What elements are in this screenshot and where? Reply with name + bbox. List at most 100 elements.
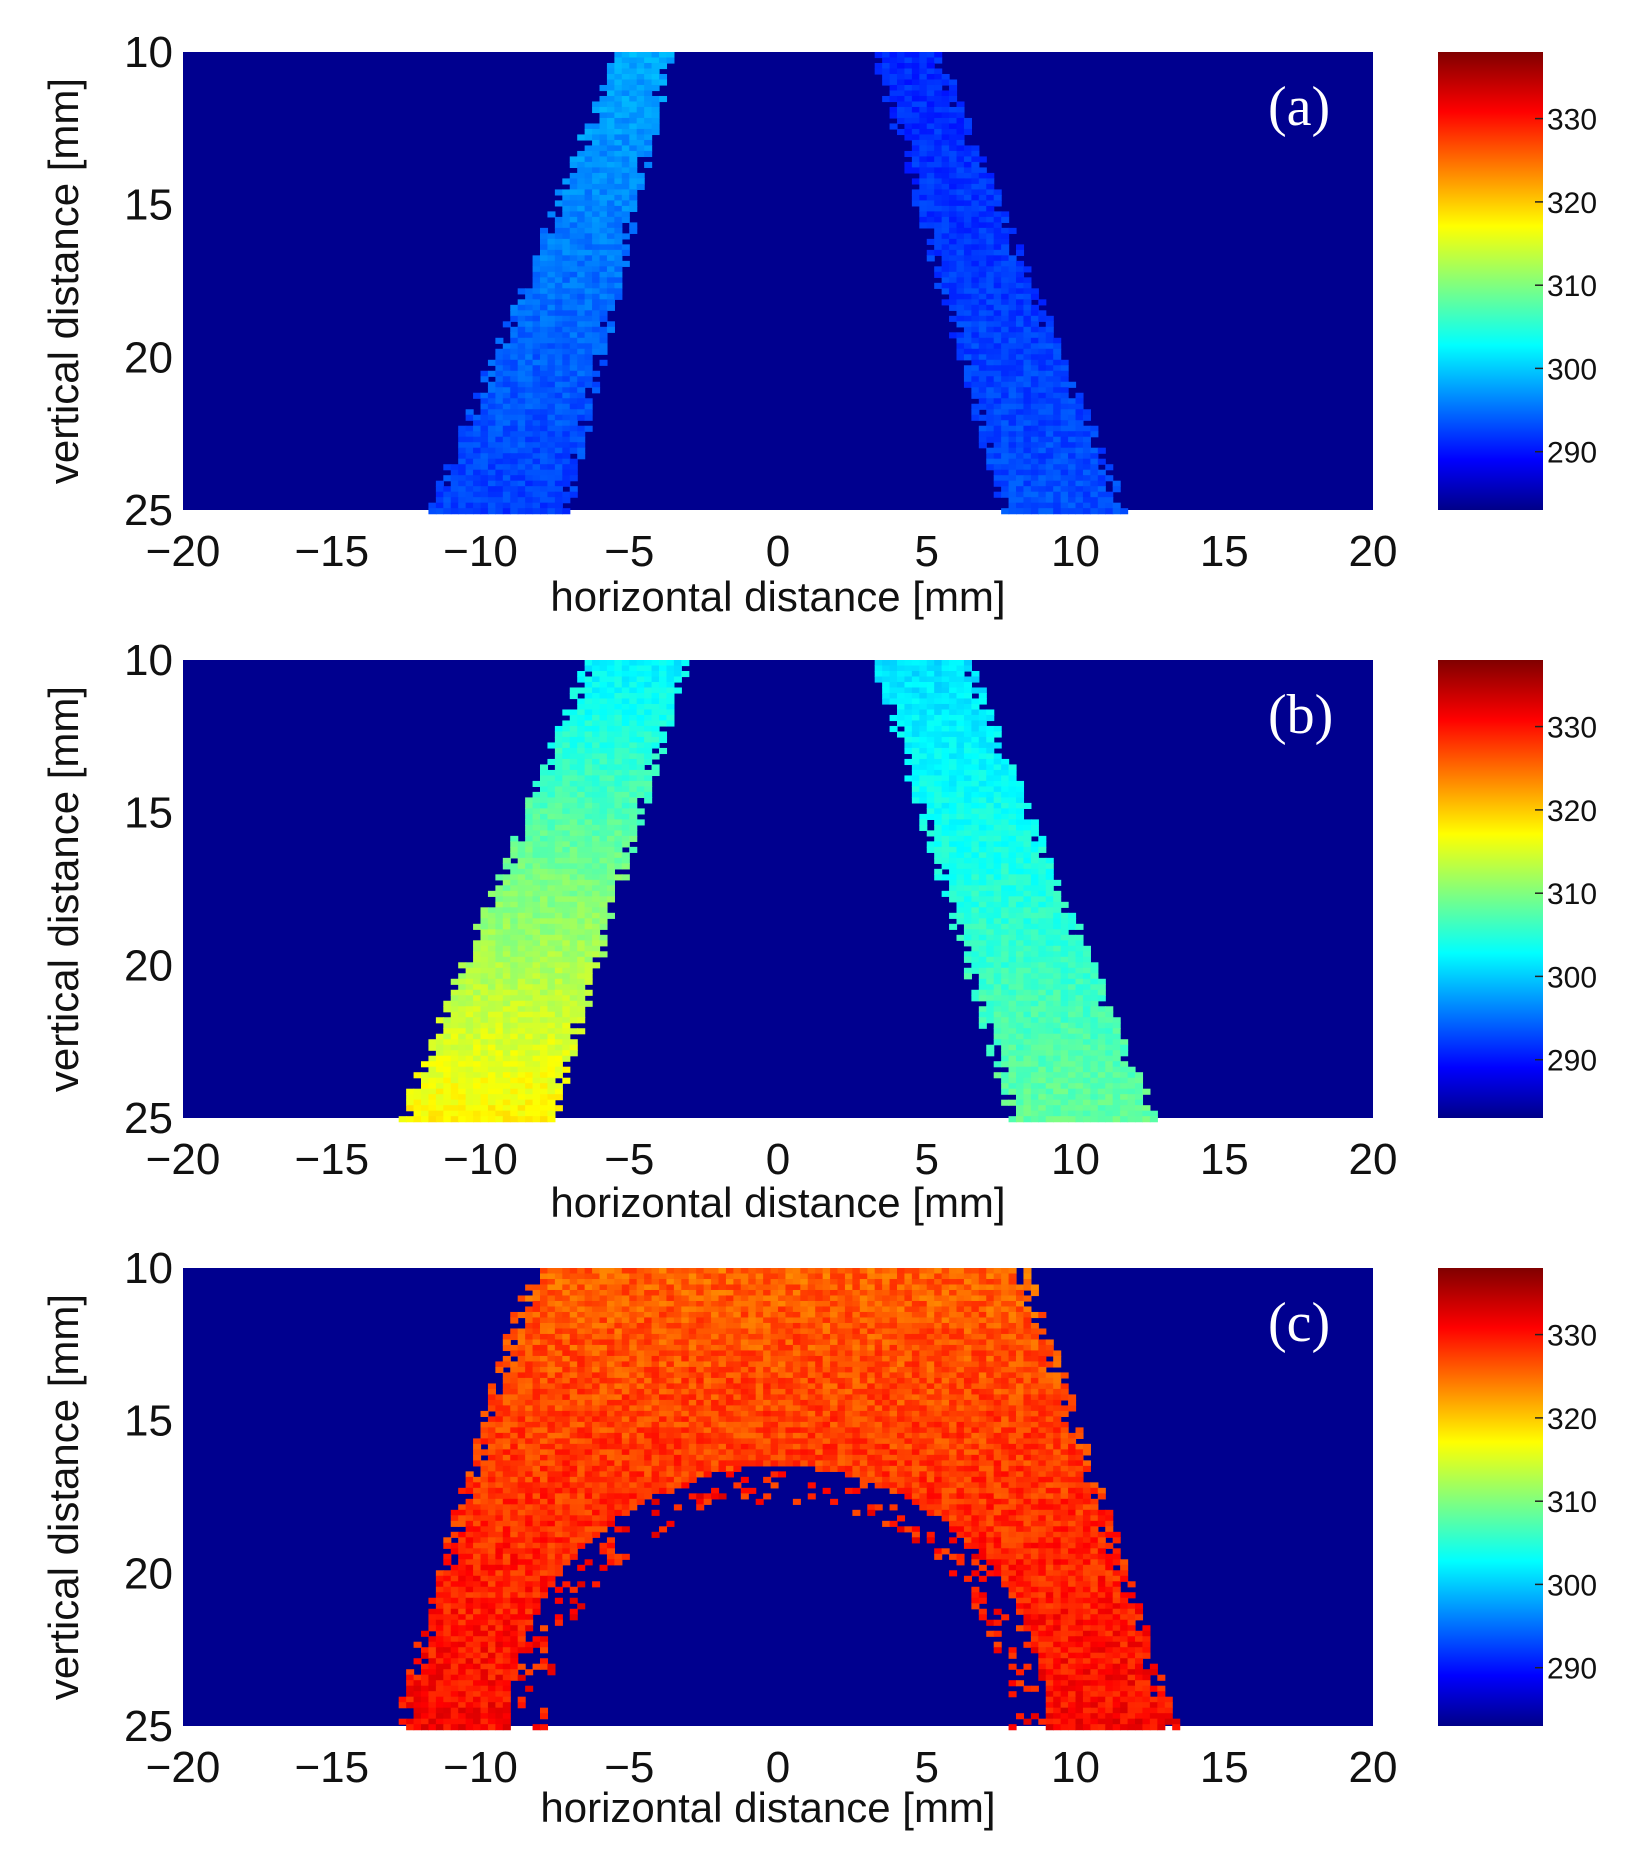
heatmap-cell [584,725,593,733]
heatmap-cell [1016,425,1025,432]
heatmap-cell [480,458,489,465]
heatmap-cell [874,660,883,667]
heatmap-cell [450,497,459,504]
heatmap-cell [554,802,563,809]
heatmap-cell [963,698,972,705]
heatmap-cell [621,68,630,75]
heatmap-cell [926,670,935,678]
heatmap-cell [993,453,1002,460]
heatmap-cell [584,687,593,694]
heatmap-cell [1090,973,1099,980]
heatmap-cell [421,1105,430,1112]
heatmap-cell [599,343,608,350]
heatmap-cell [577,753,586,760]
heatmap-cell [978,857,987,864]
heatmap-cell [532,907,541,914]
heatmap-cell [1038,1039,1047,1046]
heatmap-cell [606,172,615,180]
heatmap-cell [621,244,630,251]
heatmap-cell [993,365,1002,372]
heatmap-cell [636,698,645,705]
heatmap-cell [1001,491,1010,498]
heatmap-cell [592,304,601,311]
heatmap-cell [569,172,578,180]
heatmap-cell [547,1083,556,1090]
heatmap-cell [1001,376,1010,383]
heatmap-cell [1030,1116,1039,1123]
heatmap-cell [547,956,556,963]
heatmap-cell [599,692,608,700]
heatmap-cell [1030,310,1039,317]
heatmap-cell [889,57,898,64]
heatmap-cell [919,769,928,777]
heatmap-cell [1001,508,1010,515]
heatmap-cell [963,852,972,859]
heatmap-cell [443,1110,452,1117]
heatmap-cell [986,747,995,755]
heatmap-cell [592,189,601,196]
heatmap-cell [577,896,586,903]
heatmap-cell [1075,398,1084,405]
heatmap-cell [599,1273,608,1280]
heatmap-cell [718,1273,727,1280]
heatmap-cell [1008,973,1017,980]
heatmap-cell [473,502,482,509]
heatmap-cell [911,769,920,777]
heatmap-cell [510,989,519,996]
heatmap-cell [592,907,601,914]
heatmap-cell [502,365,511,372]
heatmap-cell [659,676,668,683]
heatmap-cell [911,660,920,667]
heatmap-cell [510,381,519,388]
heatmap-cell [926,189,935,196]
heatmap-cell [569,332,578,339]
heatmap-cell [919,725,928,733]
heatmap-cell [487,912,496,919]
heatmap-cell [554,945,563,952]
heatmap-cell [889,84,898,92]
heatmap-cell [614,255,623,262]
heatmap-cell [592,687,601,694]
heatmap-cell [956,868,965,875]
heatmap-cell [629,709,638,716]
heatmap-cell [1090,1110,1099,1117]
heatmap-cell [599,951,608,958]
heatmap-cell [874,1268,883,1275]
heatmap-cell [1053,912,1062,919]
heatmap-cell [547,288,556,295]
heatmap-cell [941,835,950,842]
heatmap-cell [525,398,534,405]
heatmap-cell [1016,989,1025,996]
heatmap-cell [934,84,943,92]
heatmap-cell [577,359,586,366]
heatmap-cell [1053,1000,1062,1007]
heatmap-cell [540,857,549,864]
heatmap-cell [1023,857,1032,864]
heatmap-cell [510,486,519,493]
heatmap-cell [487,442,496,449]
heatmap-cell [659,681,668,689]
heatmap-cell [599,775,608,782]
heatmap-cell [562,758,571,766]
heatmap-cell [1127,1077,1136,1084]
heatmap-cell [978,929,987,936]
heatmap-cell [1023,321,1032,328]
heatmap-cell [569,387,578,394]
heatmap-cell [978,747,987,755]
heatmap-cell [934,786,943,793]
heatmap-cell [986,436,995,443]
heatmap-cell [1075,995,1084,1002]
heatmap-cell [465,984,474,991]
heatmap-cell [465,1044,474,1051]
heatmap-cell [629,189,638,196]
heatmap-cell [562,370,571,377]
heatmap-cell [926,222,935,229]
heatmap-cell [993,425,1002,432]
heatmap-cell [1112,1050,1121,1057]
heatmap-cell [629,830,638,837]
heatmap-cell [1023,403,1032,410]
heatmap-cell [956,216,965,223]
heatmap-cell [1030,332,1039,339]
heatmap-cell [941,145,950,152]
heatmap-cell [911,95,920,103]
